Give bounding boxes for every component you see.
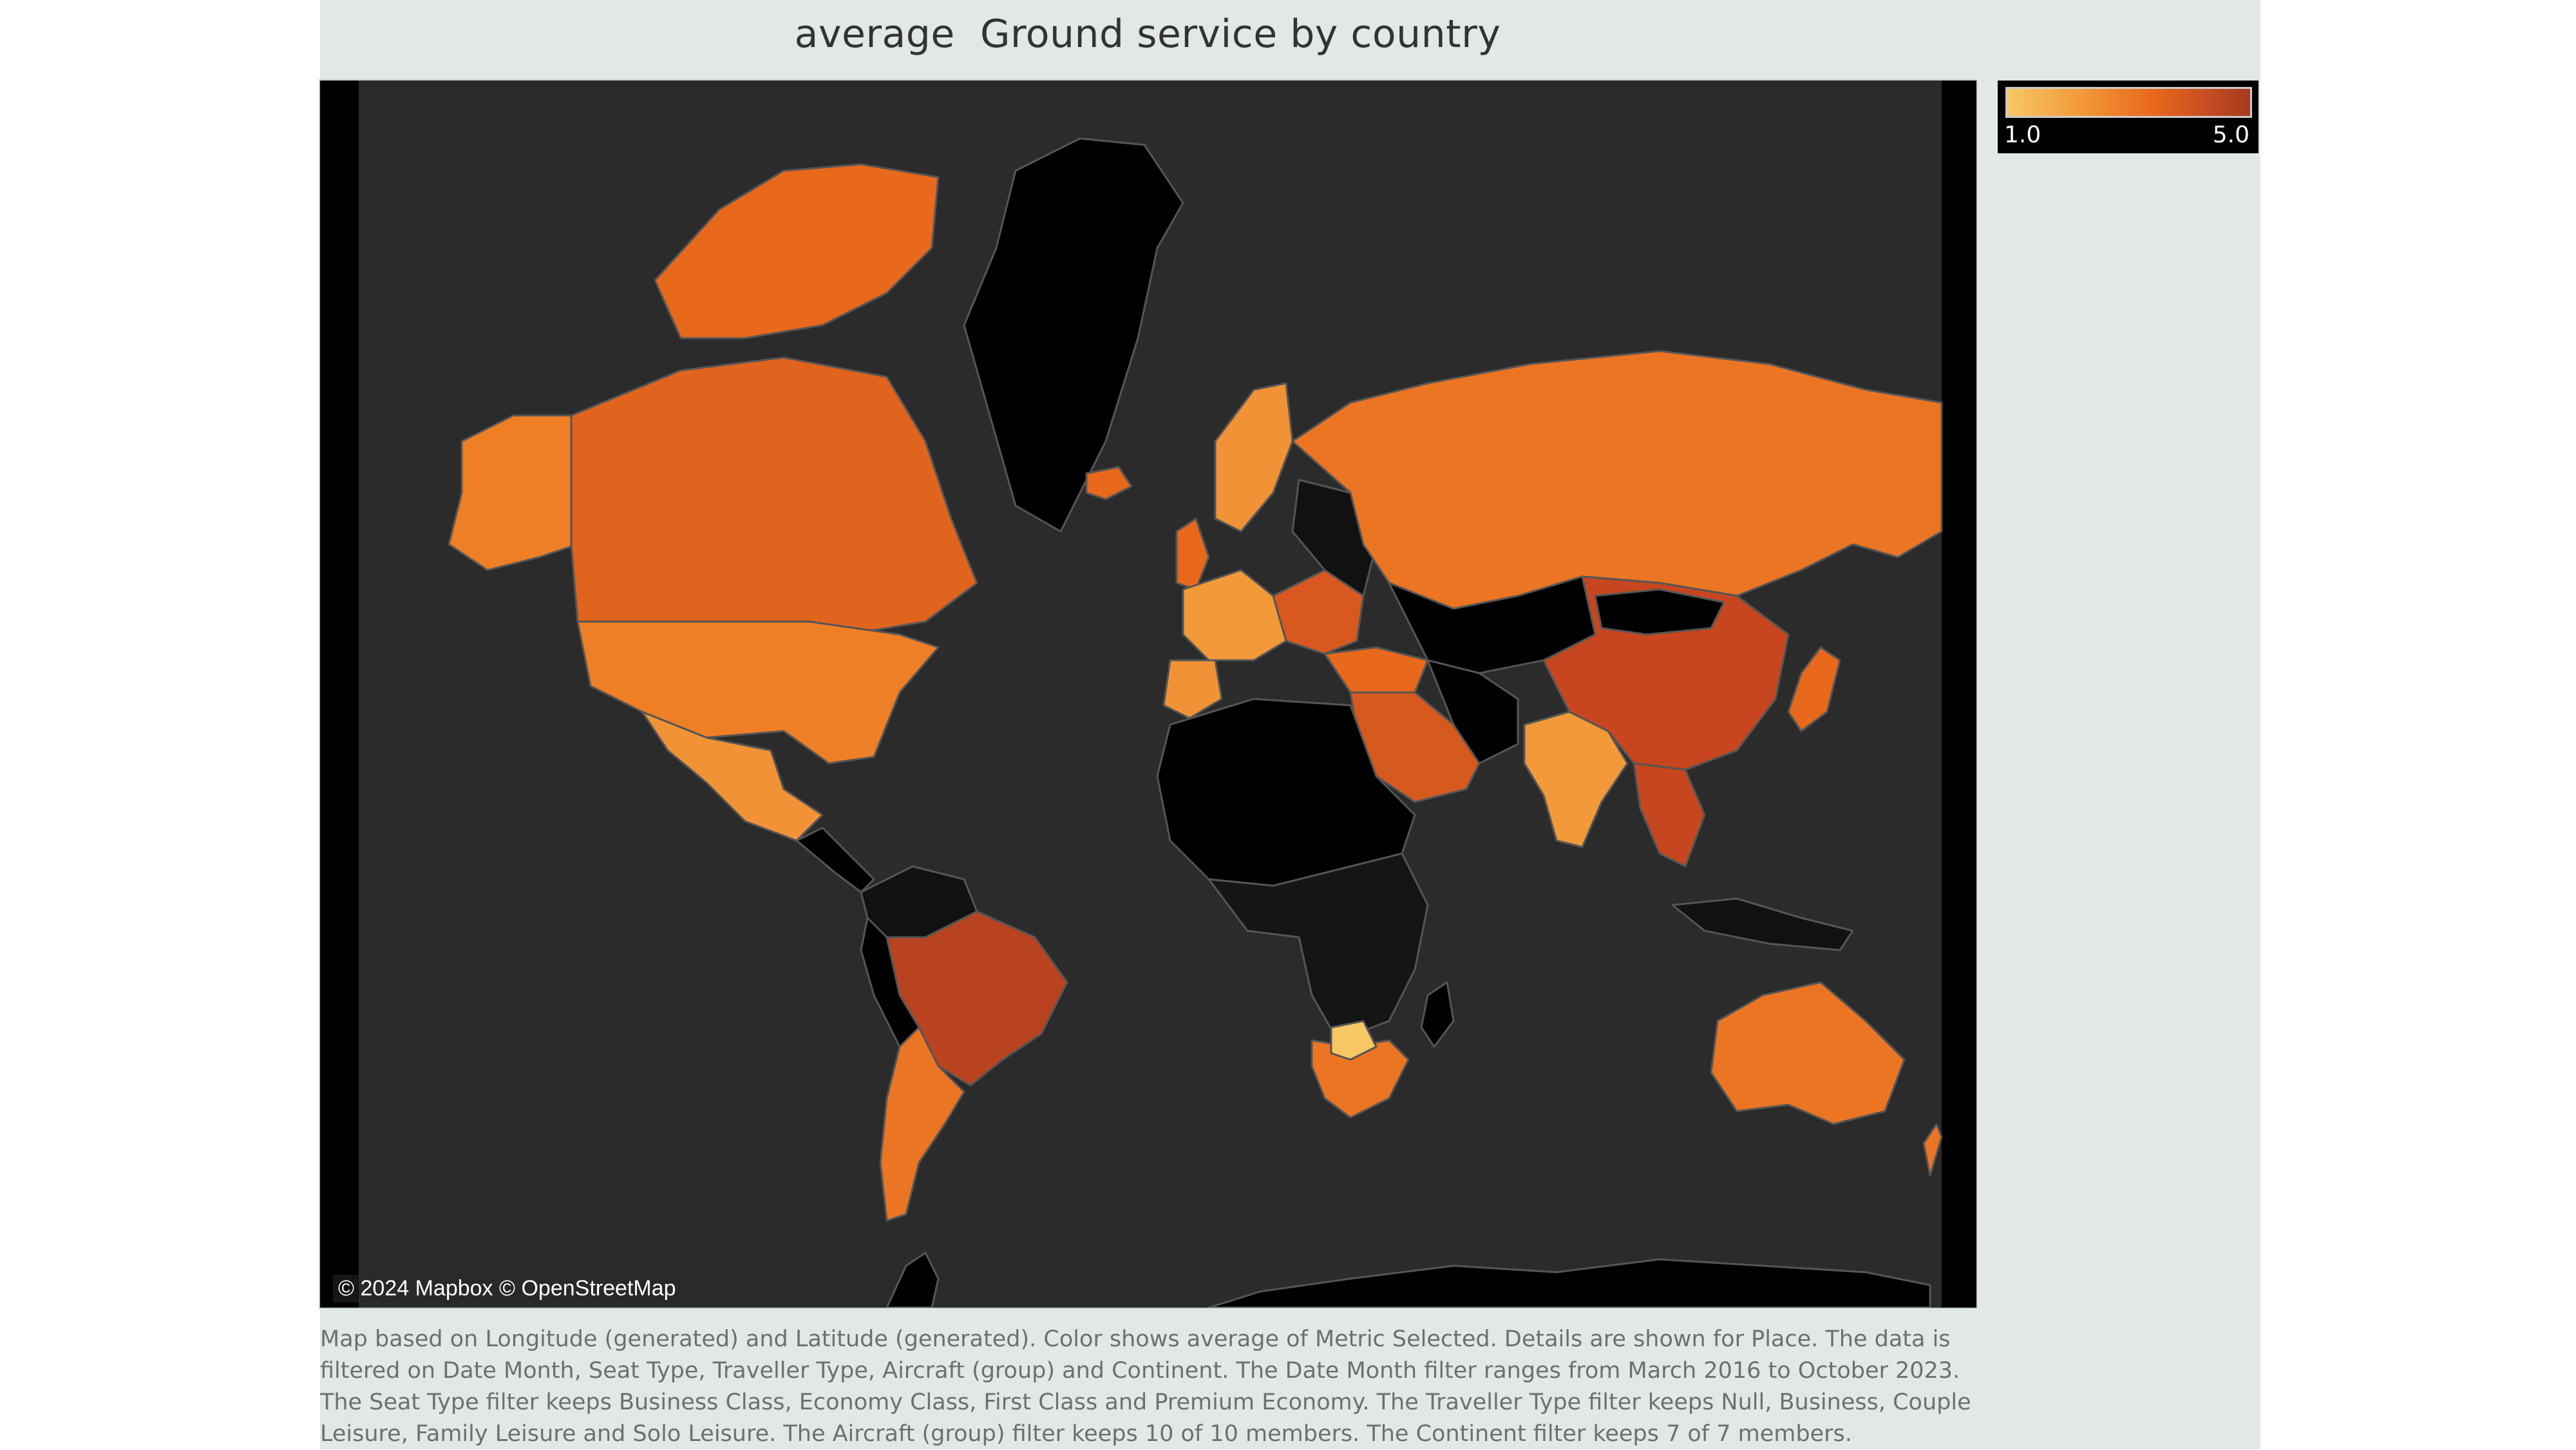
region-greenland xyxy=(963,137,1184,533)
region-iceland xyxy=(1085,466,1133,501)
region-antarctica xyxy=(1208,1258,1931,1308)
legend-max-label: 5.0 xyxy=(2212,122,2249,148)
color-legend: 1.0 5.0 xyxy=(1998,81,2259,153)
region-indonesia xyxy=(1671,897,1854,951)
region-madagascar xyxy=(1420,981,1455,1048)
region-new-zealand xyxy=(1922,1123,1943,1177)
region-turkey xyxy=(1323,646,1429,694)
region-mongolia xyxy=(1594,588,1725,636)
region-antarctica-peninsula xyxy=(886,1252,940,1308)
region-botswana xyxy=(1330,1020,1378,1061)
region-canada-islands xyxy=(654,163,940,339)
map-attribution[interactable]: © 2024 Mapbox © OpenStreetMap xyxy=(333,1275,681,1302)
dashboard: average Ground service by country xyxy=(319,0,2260,1449)
choropleth-map[interactable]: © 2024 Mapbox © OpenStreetMap xyxy=(319,79,1978,1309)
region-alaska xyxy=(448,414,579,571)
map-caption: Map based on Longitude (generated) and L… xyxy=(320,1326,1971,1447)
region-central-africa xyxy=(1208,852,1429,1042)
region-iberia xyxy=(1162,659,1223,720)
world-map-icon xyxy=(320,81,1976,1308)
region-brazil xyxy=(886,910,1068,1087)
region-australia xyxy=(1710,981,1906,1125)
region-southeast-asia xyxy=(1633,762,1706,868)
region-iran xyxy=(1426,659,1519,765)
region-central-america xyxy=(795,826,875,893)
region-scandinavia xyxy=(1214,382,1294,533)
region-west-europe xyxy=(1182,569,1287,662)
region-mexico xyxy=(641,711,824,842)
region-uk xyxy=(1175,517,1210,591)
chart-title: average Ground service by country xyxy=(794,12,1501,57)
region-japan xyxy=(1787,646,1841,732)
legend-min-label: 1.0 xyxy=(2004,122,2041,148)
region-argentina xyxy=(879,1026,965,1222)
legend-gradient-bar xyxy=(2005,87,2252,118)
